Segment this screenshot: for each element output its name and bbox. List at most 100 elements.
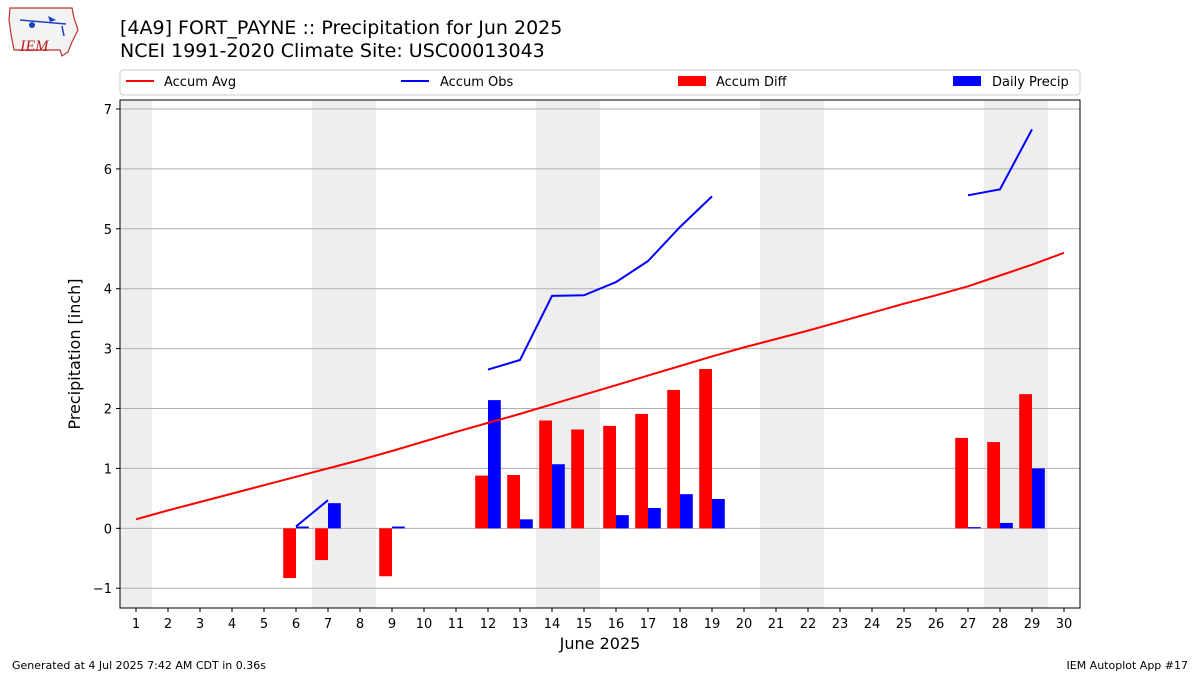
x-tick-label: 6	[292, 617, 300, 632]
weekend-band	[792, 100, 824, 608]
daily-precip-bar	[616, 515, 629, 529]
weekend-band	[1016, 100, 1048, 608]
x-tick-label: 1	[132, 617, 140, 632]
x-tick-label: 27	[960, 617, 977, 632]
daily-precip-bar	[488, 400, 501, 529]
daily-precip-bar	[648, 507, 661, 529]
x-tick-label: 4	[228, 617, 236, 632]
x-tick-label: 22	[800, 617, 817, 632]
iem-logo: IEM	[8, 7, 79, 57]
accum-diff-bar	[987, 442, 1000, 529]
x-tick-label: 3	[196, 617, 204, 632]
legend-accum-diff-swatch	[678, 76, 706, 86]
x-tick-label: 15	[576, 617, 593, 632]
accum-diff-bar	[507, 475, 520, 529]
x-tick-label: 21	[768, 617, 785, 632]
daily-precip-bar	[296, 526, 309, 529]
daily-precip-bar	[520, 519, 533, 529]
legend: Accum Avg Accum Obs Accum Diff Daily Pre…	[119, 69, 1081, 96]
accum-diff-bar	[283, 528, 296, 579]
y-tick-label: 5	[104, 223, 112, 238]
x-tick-label: 18	[672, 617, 689, 632]
y-tick-label: 1	[104, 462, 112, 477]
accum-obs-line	[295, 499, 329, 528]
weekend-band	[344, 100, 376, 608]
accum-diff-bar	[571, 429, 584, 529]
y-tick-label: −1	[93, 582, 112, 597]
x-tick-label: 2	[164, 617, 172, 632]
x-tick-label: 30	[1056, 617, 1073, 632]
weekend-band	[760, 100, 792, 608]
daily-precip-bar	[680, 494, 693, 529]
x-tick-label: 23	[832, 617, 849, 632]
x-tick-label: 8	[356, 617, 364, 632]
y-tick-label: 3	[104, 343, 112, 358]
y-tick-label: 4	[104, 283, 112, 298]
legend-accum-avg-label: Accum Avg	[164, 75, 236, 90]
logo-text: IEM	[19, 38, 50, 55]
daily-precip-bar	[328, 503, 341, 529]
x-tick-label: 14	[544, 617, 561, 632]
legend-accum-diff-label: Accum Diff	[716, 75, 788, 90]
x-tick-label: 10	[416, 617, 433, 632]
daily-precip-bar	[552, 464, 565, 529]
accum-diff-bar	[699, 368, 712, 529]
daily-precip-bar	[1032, 468, 1045, 529]
weekend-band	[568, 100, 600, 608]
legend-accum-obs-label: Accum Obs	[440, 75, 513, 90]
accum-diff-bar	[667, 389, 680, 529]
x-tick-label: 24	[864, 617, 881, 632]
x-tick-label: 16	[608, 617, 625, 632]
x-tick-label: 13	[512, 617, 529, 632]
daily-precip-bar	[712, 498, 725, 529]
accum-diff-bar	[603, 425, 616, 529]
accum-obs-line	[487, 195, 713, 371]
x-tick-label: 17	[640, 617, 657, 632]
chart-title: [4A9] FORT_PAYNE :: Precipitation for Ju…	[120, 17, 563, 39]
x-tick-label: 9	[388, 617, 396, 632]
generated-timestamp: Generated at 4 Jul 2025 7:42 AM CDT in 0…	[12, 659, 266, 672]
x-tick-label: 29	[1024, 617, 1041, 632]
x-tick-label: 28	[992, 617, 1009, 632]
lines	[135, 128, 1065, 528]
plot-frame	[119, 99, 1081, 609]
x-axis-label: June 2025	[559, 634, 641, 653]
x-tick-label: 26	[928, 617, 945, 632]
legend-daily-precip-label: Daily Precip	[992, 75, 1069, 90]
accum-diff-bar	[315, 528, 328, 561]
app-credit: IEM Autoplot App #17	[1066, 659, 1189, 672]
weekend-shading	[120, 100, 1048, 608]
weekend-band	[984, 100, 1016, 608]
accum-diff-bar	[955, 437, 968, 529]
accum-diff-bar	[635, 413, 648, 529]
weekend-band	[536, 100, 568, 608]
y-tick-label: 0	[104, 522, 112, 537]
daily-precip-bar	[392, 526, 405, 529]
accum-obs-line	[967, 128, 1033, 197]
accum-diff-bar	[539, 420, 552, 529]
x-tick-label: 25	[896, 617, 913, 632]
accum-diff-bar	[1019, 394, 1032, 529]
daily-precip-bar	[968, 527, 981, 529]
accum-avg-line	[135, 251, 1065, 521]
daily-precip-bar	[1000, 522, 1013, 529]
x-tick-label: 7	[324, 617, 332, 632]
x-tick-label: 11	[448, 617, 465, 632]
accum-diff-bar	[379, 528, 392, 577]
x-tick-label: 20	[736, 617, 753, 632]
x-tick-label: 19	[704, 617, 721, 632]
x-tick-label: 5	[260, 617, 268, 632]
x-tick-label: 12	[480, 617, 497, 632]
y-tick-label: 7	[104, 103, 112, 118]
weekend-band	[120, 100, 152, 608]
legend-frame	[119, 69, 1081, 96]
bars	[283, 368, 1045, 579]
accum-diff-bar	[475, 475, 488, 529]
y-tick-label: 6	[104, 163, 112, 178]
y-tick-label: 2	[104, 403, 112, 418]
chart-subtitle: NCEI 1991-2020 Climate Site: USC00013043	[120, 40, 545, 62]
legend-daily-precip-swatch	[953, 76, 981, 86]
y-axis-label: Precipitation [inch]	[65, 278, 84, 429]
